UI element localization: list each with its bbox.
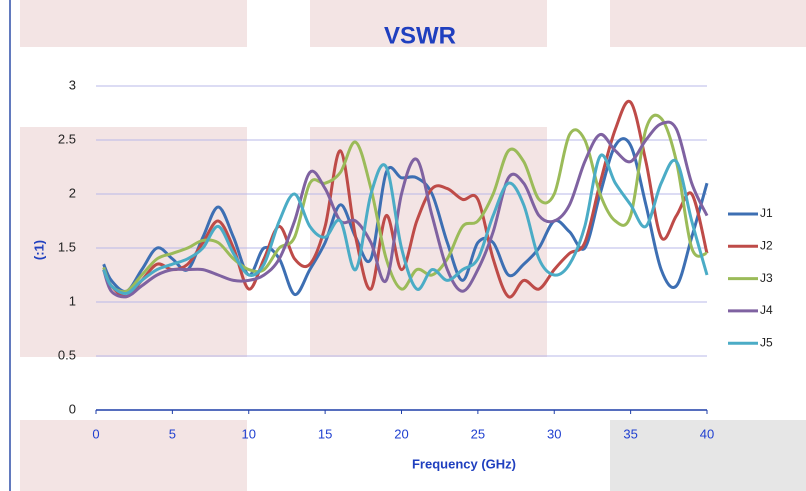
- y-tick-label: 2.5: [58, 131, 76, 146]
- background-panel: [610, 0, 806, 47]
- x-tick-label: 35: [623, 426, 637, 441]
- y-tick-label: 2: [69, 185, 76, 200]
- y-tick-label: 0: [69, 401, 76, 416]
- legend-label: J2: [760, 238, 773, 252]
- background-panel: [20, 420, 247, 491]
- background-panel: [20, 0, 247, 47]
- x-tick-label: 0: [92, 426, 99, 441]
- y-axis-label: (:1): [31, 240, 46, 260]
- series-line: [102, 113, 708, 294]
- y-tick-label: 1.5: [58, 239, 76, 254]
- legend-label: J5: [760, 335, 773, 349]
- legend-label: J1: [760, 206, 773, 220]
- legend-label: J4: [760, 303, 773, 317]
- background-panel: [20, 127, 247, 357]
- chart-title: VSWR: [384, 22, 456, 49]
- x-tick-label: 15: [318, 426, 332, 441]
- x-axis-label: Frequency (GHz): [412, 456, 516, 471]
- x-tick-label: 5: [169, 426, 176, 441]
- x-tick-label: 10: [242, 426, 256, 441]
- x-tick-label: 40: [700, 426, 714, 441]
- series-line: [102, 99, 709, 299]
- x-tick-label: 20: [394, 426, 408, 441]
- x-tick-label: 25: [471, 426, 485, 441]
- background-panel: [610, 420, 806, 491]
- series-line: [102, 120, 709, 299]
- x-tick-label: 30: [547, 426, 561, 441]
- y-tick-label: 1: [69, 293, 76, 308]
- legend-label: J3: [760, 271, 773, 285]
- background-panel: [310, 127, 547, 357]
- series-line: [102, 153, 709, 295]
- background-panel: [310, 0, 547, 47]
- y-tick-label: 3: [69, 77, 76, 92]
- y-tick-label: 0.5: [58, 347, 76, 362]
